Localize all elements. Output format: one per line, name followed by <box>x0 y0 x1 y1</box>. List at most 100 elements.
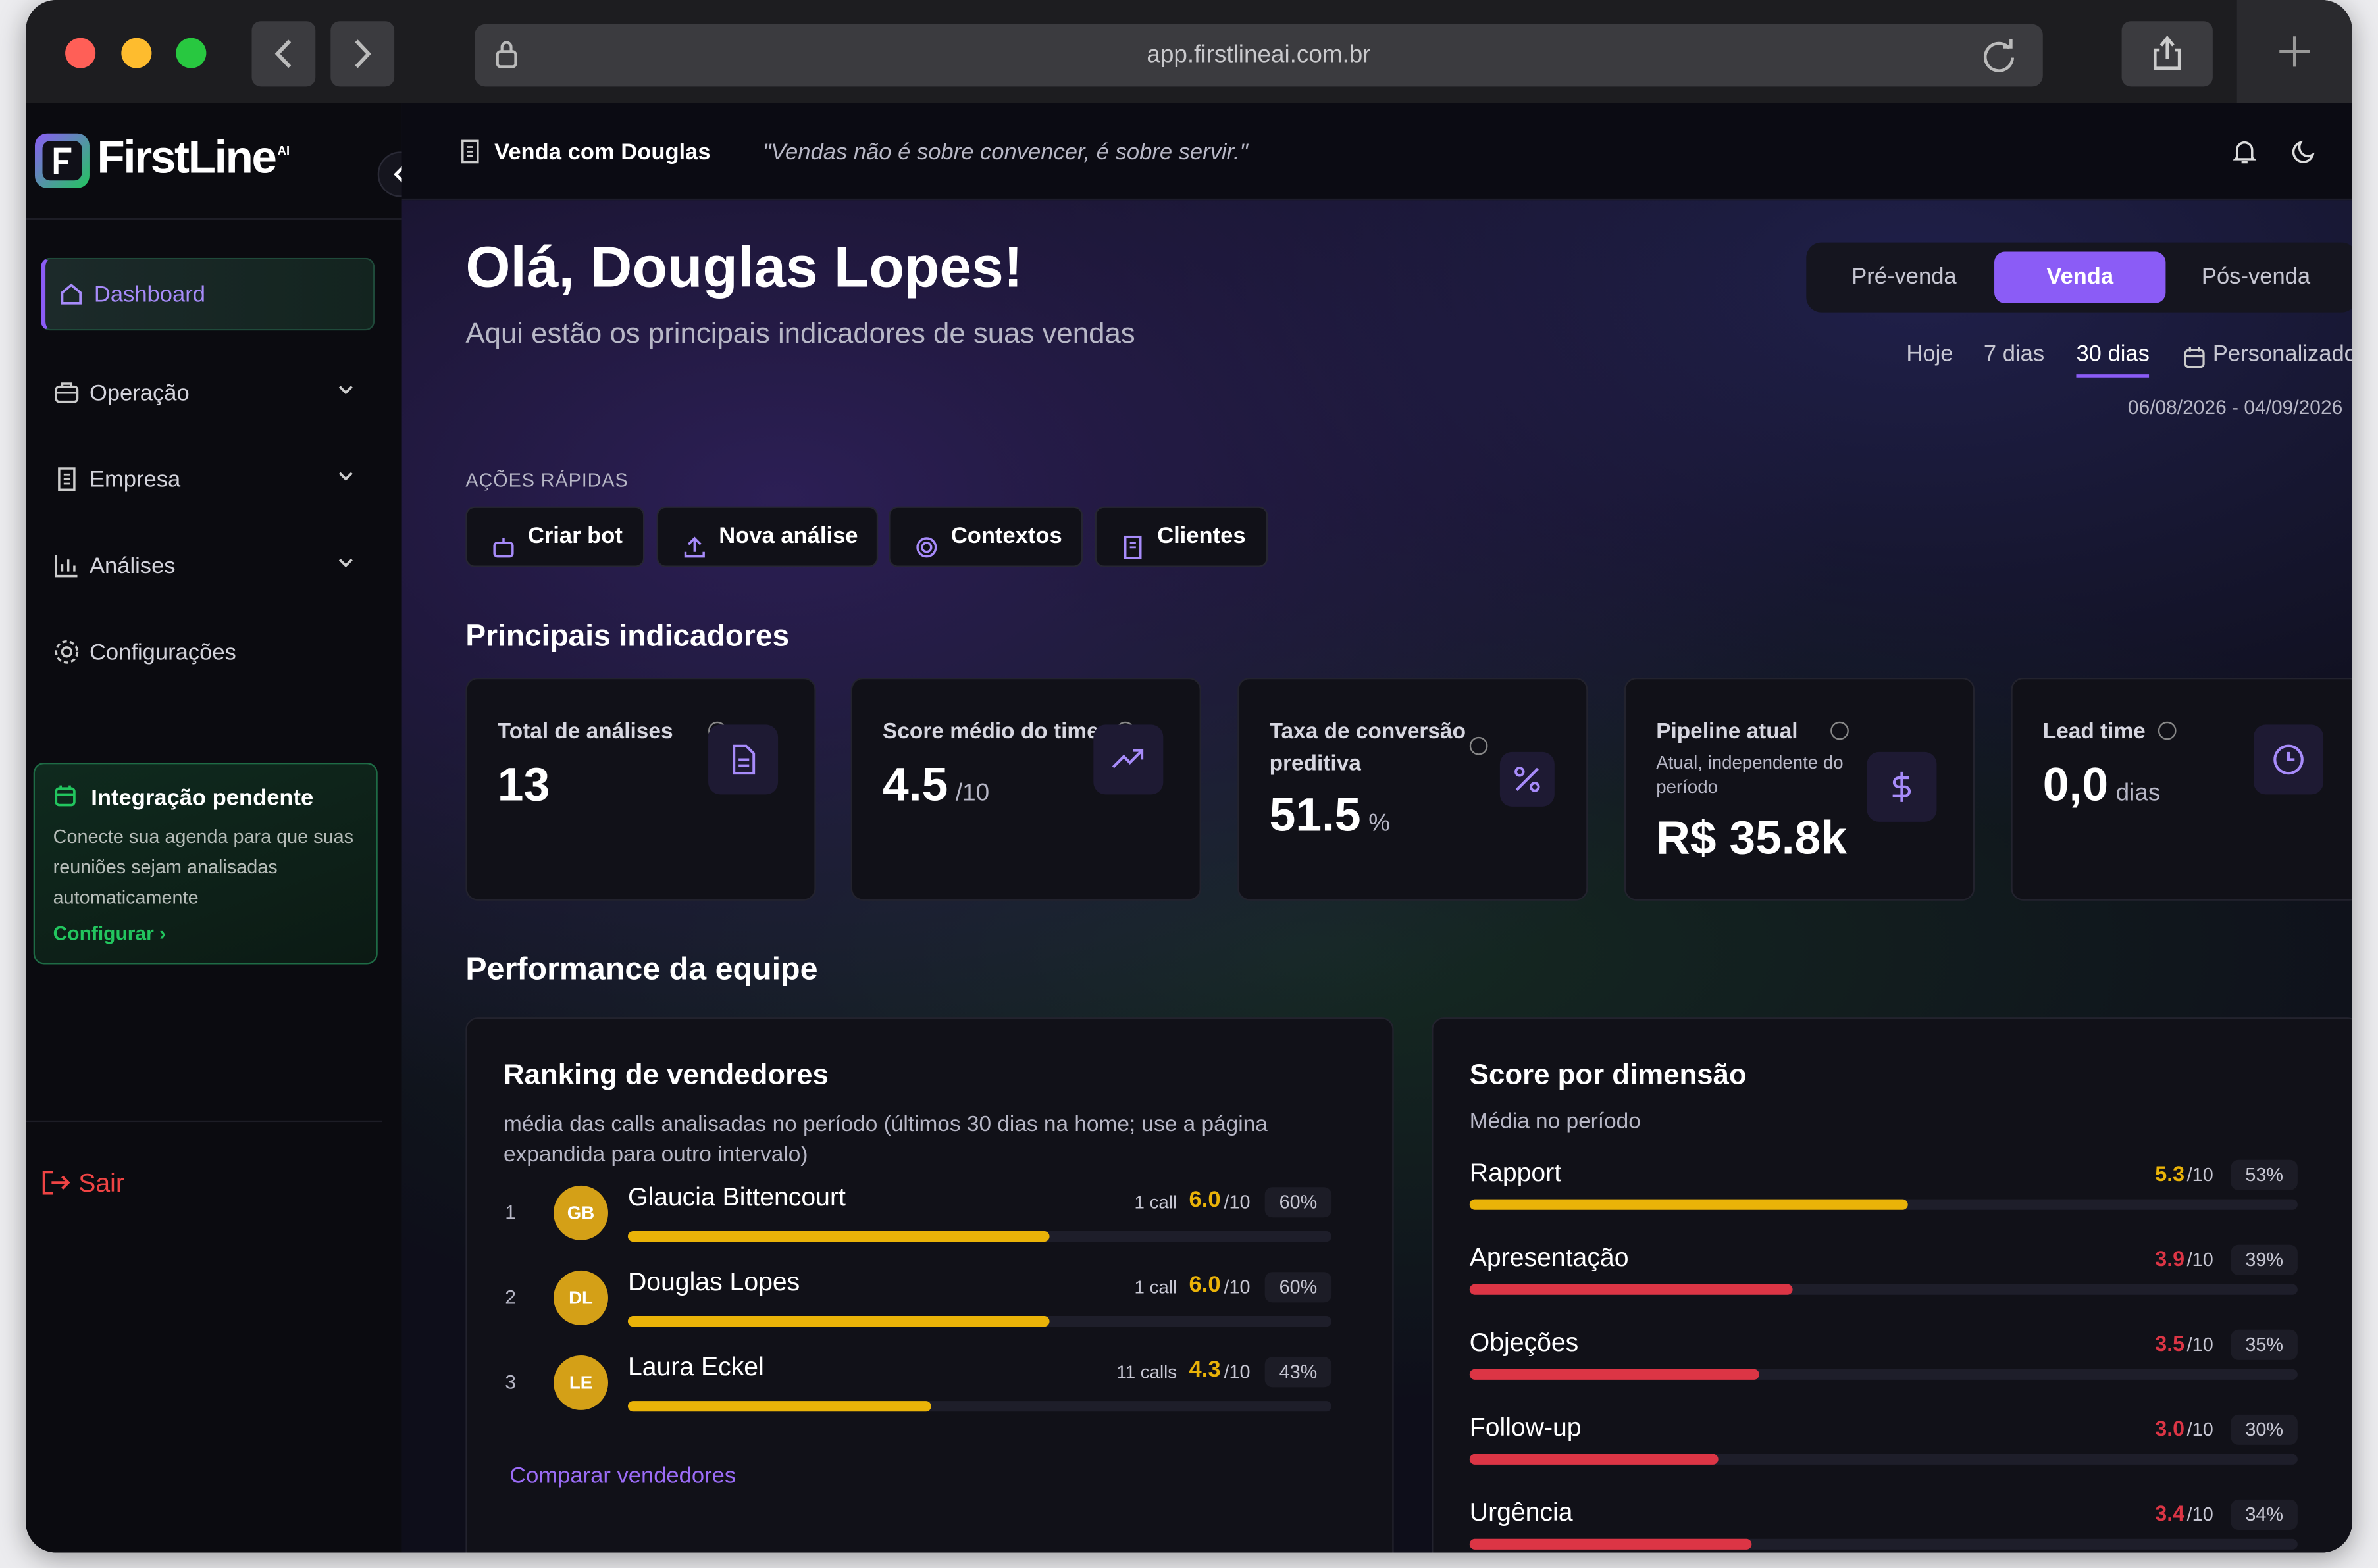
bar-track <box>1469 1369 2298 1380</box>
rank-number: 3 <box>505 1371 516 1394</box>
call-count: 11 calls <box>1116 1361 1177 1383</box>
logout[interactable]: Sair <box>41 1169 124 1200</box>
quote: "Vendas não é sobre convencer, é sobre s… <box>763 139 1248 166</box>
integration-link[interactable]: Configurar › <box>53 921 167 945</box>
section-title: Performance da equipe <box>465 952 818 988</box>
quick-action-button[interactable]: Clientes <box>1095 506 1268 567</box>
nav-item[interactable]: Dashboard <box>41 257 375 331</box>
bar-track <box>1469 1538 2298 1550</box>
period-option[interactable]: Personalizado <box>2212 341 2352 367</box>
logo-icon <box>34 133 90 188</box>
indicator-icon <box>1093 724 1164 795</box>
panel-subtitle: Média no período <box>1469 1109 1641 1134</box>
indicator-icon <box>1867 751 1937 822</box>
nav-label[interactable]: Configurações <box>89 640 236 666</box>
score-bar <box>1469 1284 1793 1295</box>
nav-label[interactable]: Operação <box>89 380 190 407</box>
indicator-value: 0,0 dias <box>2043 758 2161 813</box>
icon <box>683 524 713 558</box>
quick-action-button[interactable]: Criar bot <box>465 506 645 567</box>
score-max: /10 <box>1224 1192 1251 1213</box>
indicator-label: Pipeline atual <box>1656 720 1798 745</box>
unit: dias <box>2115 780 2161 807</box>
maximize-button[interactable] <box>176 38 207 68</box>
icon <box>1509 761 1540 792</box>
nav-label[interactable]: Dashboard <box>93 282 205 308</box>
nav-label[interactable]: Análises <box>89 553 176 580</box>
score-bar <box>1469 1538 1751 1550</box>
icon <box>914 524 944 558</box>
forward-button[interactable] <box>330 21 395 87</box>
logout-text[interactable]: Sair <box>78 1169 124 1198</box>
score: 3.5 <box>2155 1331 2185 1355</box>
dimension-name: Apresentação <box>1469 1243 1629 1273</box>
dimension-name: Objeções <box>1469 1328 1579 1357</box>
chevron <box>335 552 365 582</box>
quick-action-label[interactable]: Contextos <box>950 522 1062 549</box>
share-button[interactable] <box>2121 21 2213 87</box>
indicator-value: 13 <box>498 758 550 813</box>
info-icon <box>1469 736 1488 755</box>
period-option[interactable]: Hoje <box>1906 341 1953 367</box>
segment-tab[interactable]: Venda <box>1994 251 2166 303</box>
indicator-icon <box>708 724 779 795</box>
address-bar[interactable]: app.firstlineai.com.br <box>475 24 2043 87</box>
dimension-name: Urgência <box>1469 1498 1573 1527</box>
pct-badge: 34% <box>2231 1499 2298 1530</box>
minimize-button[interactable] <box>121 38 152 68</box>
icon <box>58 280 88 311</box>
back-button[interactable] <box>251 21 316 87</box>
pct-badge: 30% <box>2231 1414 2298 1445</box>
indicator-card: Taxa de conversão preditiva 51.5% <box>1237 677 1588 901</box>
score-bar <box>627 1316 1050 1327</box>
period-option[interactable]: 7 dias <box>1983 341 2045 367</box>
avatar: DL <box>554 1270 608 1325</box>
quick-action-button[interactable]: Contextos <box>889 506 1083 567</box>
icon <box>53 638 84 669</box>
quick-action-button[interactable]: Nova análise <box>656 506 879 567</box>
integration-link-text[interactable]: Configurar <box>53 921 154 945</box>
period-option[interactable]: 30 dias <box>2076 341 2150 378</box>
sidebar: FirstLine AI Integração pendente Conecte… <box>26 103 423 1553</box>
panel-subtitle: média das calls analisadas no período (ú… <box>503 1113 1268 1168</box>
score-bar <box>1469 1199 1909 1210</box>
nav-item[interactable]: Operação <box>41 358 369 428</box>
score-max: /10 <box>2186 1504 2213 1526</box>
nav-item[interactable]: Empresa <box>41 444 369 514</box>
quick-actions-label: AÇÕES RÁPIDAS <box>465 470 629 492</box>
calendar-icon <box>2183 345 2213 376</box>
icon <box>53 465 84 495</box>
nav-item[interactable]: Configurações <box>41 617 369 687</box>
info-icon <box>2158 721 2177 740</box>
theme-toggle[interactable] <box>2290 138 2317 165</box>
value: R$ 35.8k <box>1656 811 1848 865</box>
segment-tab[interactable]: Pós-venda <box>2201 263 2311 290</box>
icon <box>492 524 522 558</box>
compare-link[interactable]: Comparar vendedores <box>509 1463 737 1489</box>
nav-label[interactable]: Empresa <box>89 467 181 493</box>
panel-title: Ranking de vendedores <box>503 1059 829 1092</box>
pct-badge: 39% <box>2231 1244 2298 1275</box>
new-tab-button[interactable] <box>2236 0 2352 103</box>
icon <box>725 742 756 775</box>
quick-action-label[interactable]: Nova análise <box>719 522 858 549</box>
nav-item[interactable]: Análises <box>41 530 369 600</box>
browser-window: app.firstlineai.com.br FirstLine AI Inte… <box>26 0 2352 1553</box>
quick-action-label[interactable]: Criar bot <box>527 522 623 549</box>
indicator-icon <box>2254 724 2324 795</box>
indicator-card: Score médio do time 4.5/10 <box>850 677 1201 901</box>
indicator-value: 4.5/10 <box>883 758 989 813</box>
notifications-icon[interactable] <box>2231 138 2258 165</box>
unit: % <box>1368 811 1390 837</box>
brand-sup: AI <box>277 143 290 158</box>
icon <box>53 379 84 409</box>
date-range: 06/08/2026 - 04/09/2026 <box>2127 395 2343 418</box>
close-button[interactable] <box>65 38 96 68</box>
indicator-value: R$ 35.8k <box>1656 811 1847 866</box>
score-max: /10 <box>2186 1334 2213 1355</box>
segment-tab[interactable]: Pré-venda <box>1851 263 1957 290</box>
quick-action-label[interactable]: Clientes <box>1157 522 1246 549</box>
browser-toolbar: app.firstlineai.com.br <box>26 0 2352 103</box>
